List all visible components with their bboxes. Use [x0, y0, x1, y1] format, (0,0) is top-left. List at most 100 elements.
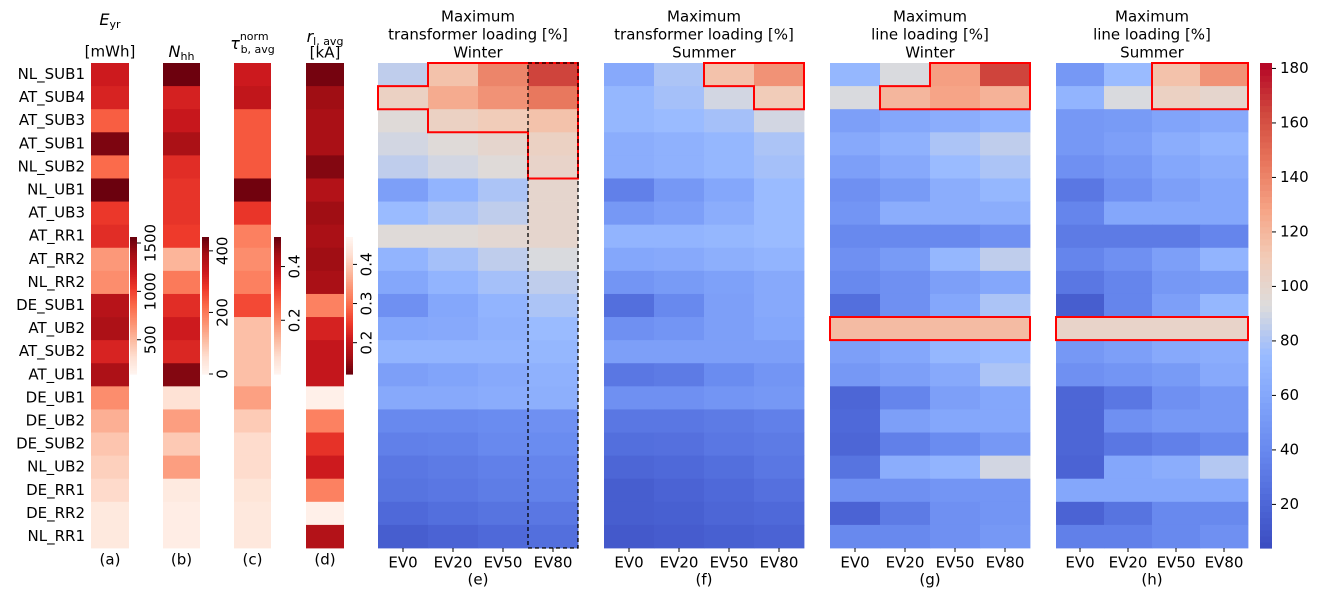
colorbar-segment — [130, 248, 137, 252]
heatmap-cell — [1152, 270, 1201, 295]
colorbar-segment — [346, 358, 353, 361]
colorbar-segment — [346, 319, 353, 322]
row-label: NL_RR1 — [28, 527, 85, 546]
colorbar-segment — [202, 266, 209, 269]
heatmap-cell — [1152, 132, 1201, 156]
colorbar-segment — [1260, 281, 1272, 288]
colorbar-segment — [130, 368, 137, 372]
colorbar-segment — [1260, 317, 1272, 325]
heatmap-cell — [306, 132, 344, 156]
colorbar-segment — [274, 274, 281, 277]
colorbar-segment — [1260, 360, 1272, 367]
heatmap-cell — [930, 501, 981, 526]
heatmap-cell — [654, 432, 705, 457]
row-label: AT_SUB3 — [19, 111, 85, 130]
heatmap-cell — [654, 63, 705, 87]
colorbar-segment — [130, 353, 137, 356]
colorbar-tick-label: 0.2 — [358, 331, 376, 355]
heatmap-cell — [654, 270, 705, 295]
heatmap-cell — [234, 247, 271, 272]
heatmap-cell — [880, 109, 931, 133]
heatmap-cell — [1056, 478, 1105, 503]
heatmap-cell — [880, 155, 931, 179]
heatmap-cell — [1104, 109, 1153, 133]
colorbar-segment — [274, 245, 281, 248]
panel-title: line loading [%] — [1093, 26, 1211, 44]
heatmap-cell — [880, 63, 931, 87]
heatmap-cell — [1056, 317, 1105, 341]
colorbar-segment — [346, 332, 353, 336]
colorbar-segment — [202, 332, 209, 336]
colorbar-segment — [202, 346, 209, 349]
colorbar-segment — [346, 254, 353, 257]
heatmap-cell — [1056, 86, 1105, 110]
heatmap-cell — [1056, 155, 1105, 179]
colorbar-segment — [274, 358, 281, 361]
heatmap-cell — [704, 386, 755, 410]
heatmap-cell — [930, 224, 981, 249]
heatmap-cell — [528, 270, 579, 295]
colorbar-segment — [274, 260, 281, 264]
heatmap-cell — [306, 409, 344, 433]
heatmap-cell — [234, 478, 271, 503]
heatmap-cell — [428, 524, 479, 549]
heatmap-cell — [654, 247, 705, 272]
heatmap-cell — [428, 224, 479, 249]
colorbar-segment — [130, 322, 137, 325]
heatmap-cell — [880, 409, 931, 433]
heatmap-cell — [1200, 386, 1249, 410]
heatmap-cell — [1152, 478, 1201, 503]
heatmap-cell — [980, 524, 1031, 549]
colorbar-segment — [274, 295, 281, 298]
heatmap-cell — [378, 86, 429, 110]
colorbar-segment — [202, 372, 209, 375]
heatmap-cell — [1104, 455, 1153, 480]
colorbar-segment — [130, 291, 137, 295]
colorbar-segment — [130, 356, 137, 360]
colorbar-segment — [130, 259, 137, 262]
colorbar-segment — [274, 303, 281, 307]
heatmap-cell — [1056, 409, 1105, 433]
colorbar-segment — [274, 319, 281, 322]
heatmap-cell — [163, 293, 200, 318]
colorbar-segment — [202, 283, 209, 286]
heatmap-cell — [163, 524, 200, 549]
heatmap-cell — [1152, 224, 1201, 249]
colorbar-segment — [130, 314, 137, 317]
colorbar-segment — [202, 274, 209, 277]
heatmap-cell — [654, 201, 705, 226]
heatmap-cell — [604, 432, 655, 457]
colorbar-segment — [346, 314, 353, 317]
colorbar-segment — [1260, 329, 1272, 337]
colorbar-segment — [202, 248, 209, 252]
colorbar-segment — [274, 307, 281, 310]
colorbar-segment — [130, 331, 137, 334]
row-label: NL_RR2 — [28, 273, 85, 292]
colorbar-segment — [346, 290, 353, 293]
colorbar-segment — [274, 324, 281, 327]
heatmap-cell — [528, 86, 579, 110]
colorbar-segment — [1260, 535, 1272, 543]
heatmap-cell — [163, 501, 200, 526]
colorbar-segment — [130, 327, 137, 331]
heatmap-cell — [980, 63, 1031, 87]
colorbar-segment — [202, 331, 209, 334]
colorbar-segment — [274, 259, 281, 262]
heatmap-cell — [704, 340, 755, 364]
x-tick-label: EV50 — [484, 554, 523, 572]
heatmap-cell — [1056, 293, 1105, 318]
heatmap-cell — [91, 340, 129, 364]
heatmap-cell — [754, 224, 805, 249]
heatmap-cell — [163, 247, 200, 272]
colorbar-tick-label: 60 — [1280, 386, 1299, 404]
heatmap-cell — [234, 270, 271, 295]
heatmap-cell — [604, 409, 655, 433]
heatmap-cell — [91, 432, 129, 457]
heatmap-cell — [880, 432, 931, 457]
colorbar-segment — [202, 351, 209, 355]
heatmap-cell — [830, 224, 881, 249]
panel-title: Winter — [453, 44, 503, 62]
colorbar-segment — [130, 300, 137, 303]
colorbar-segment — [274, 331, 281, 334]
colorbar-segment — [130, 283, 137, 286]
